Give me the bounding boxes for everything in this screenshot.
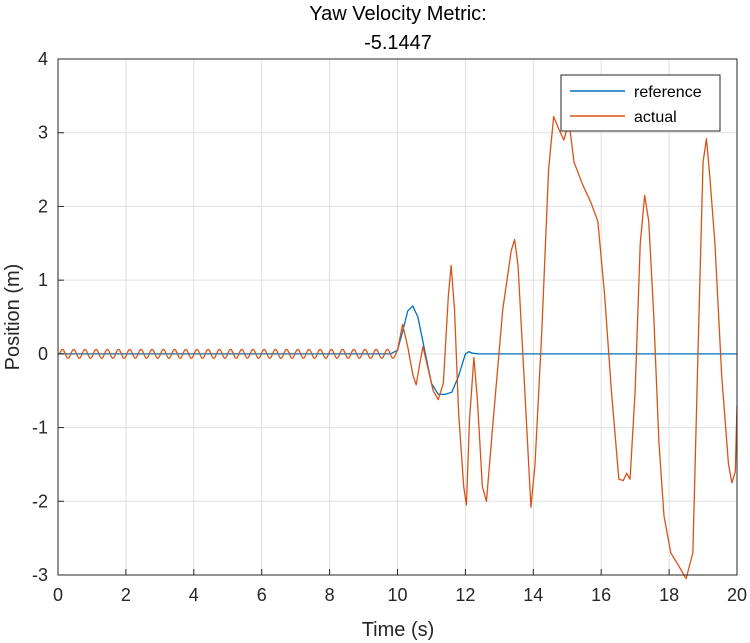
x-tick-label: 2 [121, 585, 131, 605]
chart-title-line-1: Yaw Velocity Metric: [309, 3, 486, 25]
y-tick-label: -2 [32, 491, 48, 511]
y-tick-label: -3 [32, 565, 48, 585]
y-tick-label: 4 [38, 49, 48, 69]
grid [57, 58, 738, 576]
x-tick-label: 0 [53, 585, 63, 605]
x-axis-label: Time (s) [362, 619, 435, 641]
x-tick-label: 18 [659, 585, 679, 605]
legend-box [560, 74, 721, 132]
series-layer [57, 115, 738, 580]
x-tick-label: 12 [455, 585, 475, 605]
x-tick-label: 16 [591, 585, 611, 605]
legend: reference actual [560, 74, 721, 132]
x-tick-label: 20 [727, 585, 747, 605]
x-tick-label: 14 [523, 585, 543, 605]
legend-label-reference: reference [634, 84, 702, 101]
legend-label-actual: actual [634, 109, 677, 126]
series-line-actual [57, 115, 738, 580]
x-tick-label: 4 [189, 585, 199, 605]
x-tick-label: 10 [387, 585, 407, 605]
y-tick-label: 3 [38, 123, 48, 143]
x-tick-label: 8 [325, 585, 335, 605]
y-tick-label: 0 [38, 344, 48, 364]
y-axis-label: Position (m) [2, 264, 24, 371]
x-tick-label: 6 [257, 585, 267, 605]
chart-title-line-2: -5.1447 [364, 32, 432, 54]
y-tick-label: 2 [38, 196, 48, 216]
y-tick-label: 1 [38, 270, 48, 290]
y-tick-label: -1 [32, 418, 48, 438]
series-line-reference [58, 305, 737, 396]
